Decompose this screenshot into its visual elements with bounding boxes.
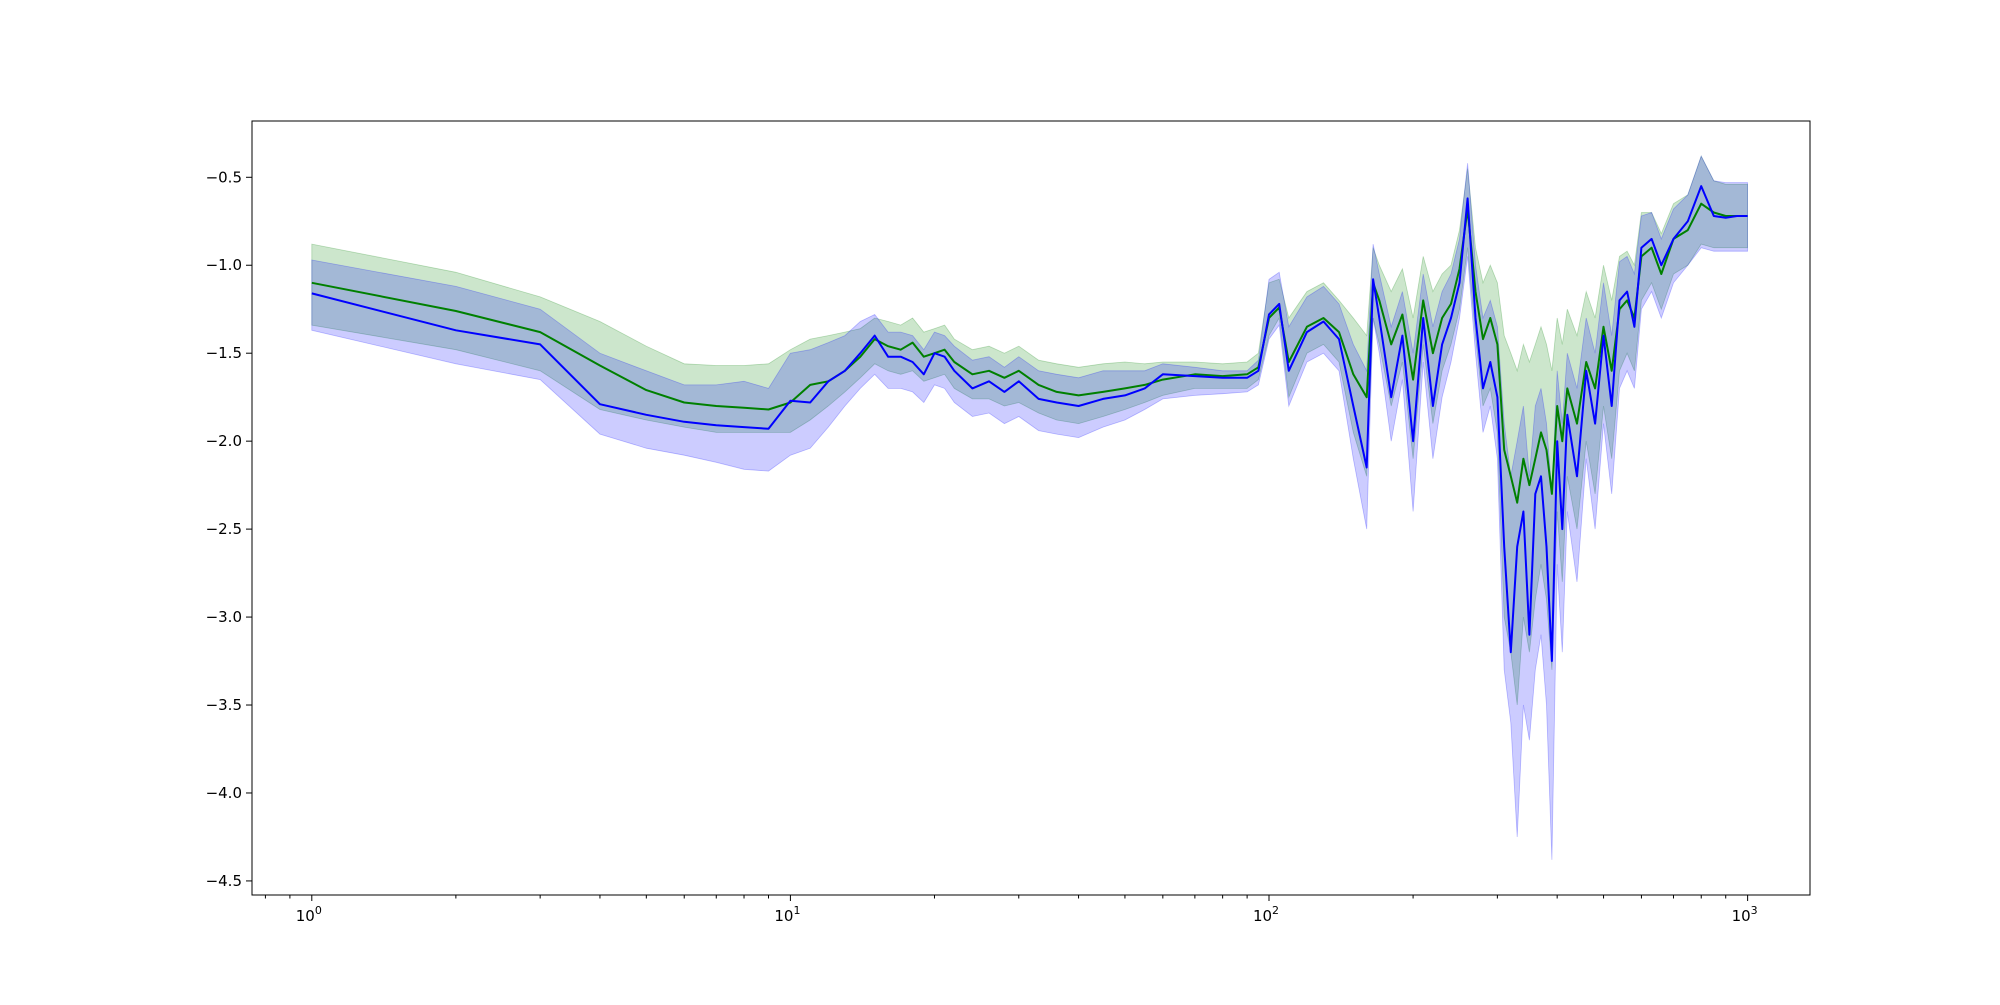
series-line-1 <box>311 185 1748 662</box>
x-tick-label: 101 <box>774 904 800 925</box>
x-tick-label: 100 <box>296 904 322 925</box>
x-axis: 100 101 102 103 <box>264 895 1758 925</box>
y-tick-label: −4.5 <box>206 872 242 890</box>
confidence-bands <box>311 155 1748 860</box>
plot-frame <box>251 120 1811 896</box>
confidence-band-1 <box>311 155 1748 860</box>
y-axis: −0.5 −1.0 −1.5 −2.0 −2.5 −3.0 −3.5 −4.0 −4.5 <box>206 168 252 890</box>
x-tick-label: 102 <box>1253 904 1279 925</box>
confidence-band-0 <box>311 155 1748 706</box>
y-tick-label: −4.0 <box>206 784 242 802</box>
y-tick-label: −2.5 <box>206 520 242 538</box>
y-tick-label: −1.0 <box>206 256 242 274</box>
x-tick-label: 103 <box>1732 904 1758 925</box>
y-tick-label: −3.5 <box>206 696 242 714</box>
series-line-0 <box>311 202 1748 504</box>
y-tick-label: −1.5 <box>206 344 242 362</box>
y-tick-label: −0.5 <box>206 168 242 186</box>
y-tick-label: −2.0 <box>206 432 242 450</box>
series-lines <box>311 185 1748 662</box>
y-tick-label: −3.0 <box>206 608 242 626</box>
